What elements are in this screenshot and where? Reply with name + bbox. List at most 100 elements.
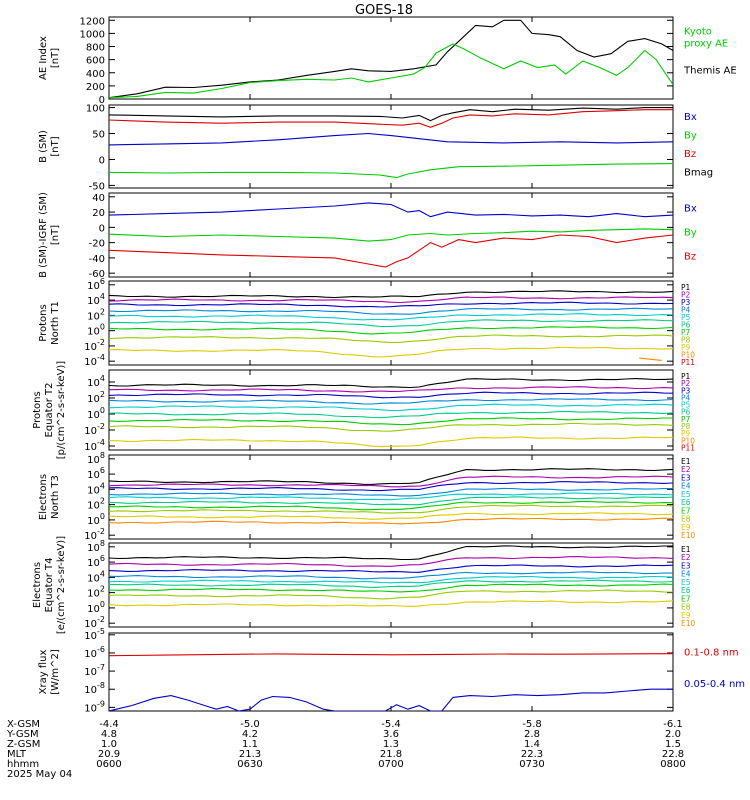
band-e8: [109, 504, 673, 514]
y-axis-label: [p/(cm^2-s-sr-keV)]: [56, 361, 67, 460]
ephemeris-value: 1.3: [383, 739, 399, 750]
legend-bz: Bz: [684, 149, 696, 160]
y-tick-label: 20: [92, 208, 105, 219]
band-e1: [109, 468, 673, 485]
legend: Kyoto proxy AE Themis AE: [683, 27, 737, 77]
y-tick-label: 10-2: [84, 422, 105, 437]
series-bz: [109, 109, 673, 128]
band-e3: [109, 564, 673, 573]
series-kyoto-proxy-ae: [109, 43, 673, 99]
band-e4: [109, 571, 673, 580]
y-tick-label: 102: [87, 307, 105, 322]
data-layer: [109, 468, 673, 525]
y-tick-label: 1200: [80, 16, 105, 27]
series-0-1-0-8-nm: [109, 653, 673, 657]
ephemeris-value: 0600: [96, 759, 121, 770]
data-layer: [109, 107, 673, 179]
y-axis-label: North T1: [50, 301, 61, 345]
legend-p1: P1: [681, 372, 691, 381]
legend-0-1-0-8-nm: 0.1-0.8 nm: [684, 648, 739, 659]
legend-p10: P10: [681, 351, 695, 360]
band-p7: [109, 417, 673, 426]
data-layer: [109, 202, 673, 268]
y-tick-label: 800: [86, 43, 105, 54]
y-tick-label: -40: [89, 254, 105, 265]
ephemeris-value: 20.9: [98, 749, 120, 760]
legend-e4: E4: [681, 482, 691, 491]
legend-p9: P9: [681, 429, 691, 438]
y-axis-label: Protons: [32, 391, 43, 428]
ephemeris-value: 0800: [660, 759, 685, 770]
y-tick-label: 10-9: [84, 699, 105, 714]
y-tick-label: 102: [87, 497, 105, 512]
legend-e9: E9: [681, 611, 691, 620]
date-label: 2025 May 04: [7, 769, 72, 780]
panel-3: -60 -40 -20 0 20 40 B (SM)-IGRF (SM) [nT] Bx By Bz: [38, 192, 697, 280]
series-by: [109, 228, 673, 242]
legend-by: By: [684, 227, 697, 238]
y-axis-label: Xray flux: [38, 650, 49, 695]
ephemeris-value: 21.8: [380, 749, 402, 760]
band-e8: [109, 589, 673, 600]
legend-bmag: Bmag: [684, 167, 713, 178]
legend-e8: E8: [681, 603, 691, 612]
band-e2: [109, 475, 673, 488]
ephemeris-value: 0700: [378, 759, 403, 770]
ephemeris-label: X-GSM: [7, 719, 40, 730]
band-p2: [109, 296, 673, 304]
legend: Bx By Bz: [684, 203, 697, 262]
legend-p9: P9: [681, 343, 691, 352]
band-p7: [109, 326, 673, 335]
ephemeris-label: Z-GSM: [7, 739, 40, 750]
legend-e10: E10: [681, 531, 696, 540]
legend-e5: E5: [681, 578, 691, 587]
y-axis-label: Protons: [38, 304, 49, 341]
y-axis-label: Electrons: [38, 474, 49, 520]
data-layer: [109, 290, 673, 361]
legend: 0.1-0.8 nm 0.05-0.4 nm: [684, 648, 745, 690]
ephemeris-value: 1.0: [101, 739, 117, 750]
y-tick-label: 104: [87, 292, 105, 307]
data-layer: [109, 545, 673, 607]
legend-e5: E5: [681, 490, 691, 499]
series-0-05-0-4-nm: [109, 688, 673, 711]
y-tick-label: 106: [87, 466, 105, 481]
ephemeris-value: 1.4: [524, 739, 540, 750]
band-e5: [109, 575, 673, 584]
y-tick-label: 108: [87, 539, 105, 554]
y-axis-label: Equator T2: [44, 383, 55, 438]
legend-bz: Bz: [684, 251, 696, 262]
ephemeris-value: -5.0: [240, 719, 260, 730]
band-p3: [109, 391, 673, 399]
y-tick-label: -50: [89, 181, 105, 192]
y-axis-label: [nT]: [50, 136, 61, 156]
band-e6: [109, 579, 673, 588]
ephemeris-value: 4.8: [101, 729, 117, 740]
panel-1: 0 200 400 600 800 1000 1200 AE Index [nT] Kyoto pr…: [38, 16, 737, 106]
y-axis-label: [W/m^2]: [50, 649, 61, 695]
series-bx: [109, 202, 673, 218]
legend-p5: P5: [681, 313, 691, 322]
y-tick-label: 104: [87, 569, 105, 584]
data-layer: [109, 19, 673, 99]
legend-p8: P8: [681, 336, 691, 345]
data-layer: [109, 653, 673, 711]
y-axis-label: Equator T4: [44, 558, 55, 613]
legend-p10: P10: [681, 436, 695, 445]
y-axis-label: AE Index: [38, 36, 49, 80]
y-tick-label: 10-4: [84, 353, 105, 368]
y-tick-label: 102: [87, 390, 105, 405]
legend-e1: E1: [681, 545, 691, 554]
band-e2: [109, 556, 673, 567]
legend-e9: E9: [681, 523, 691, 532]
band-p6: [109, 410, 673, 419]
y-axis-label: [e/(cm^2-s-sr-keV)]: [56, 536, 67, 634]
band-e7: [109, 583, 673, 593]
y-tick-label: -60: [89, 269, 105, 280]
ephemeris-value: 21.3: [239, 749, 261, 760]
